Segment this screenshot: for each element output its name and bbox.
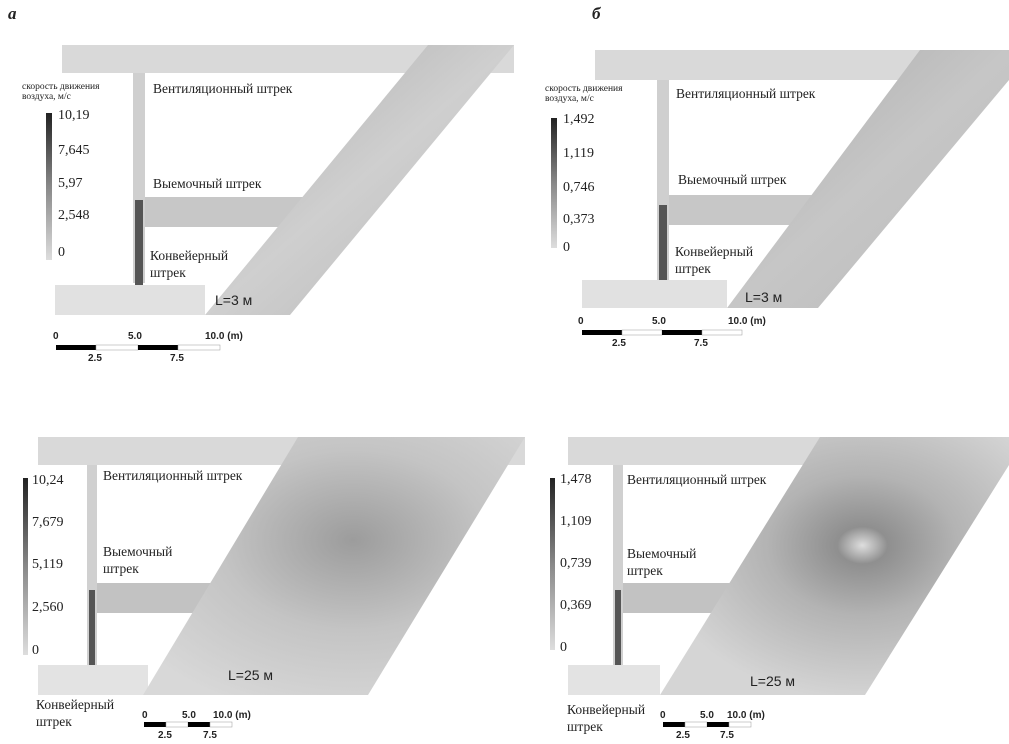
panel-b-top: скорость движения воздуха, м/с 1,492 1,1… — [0, 0, 1009, 370]
label-extraction-l2: штрек — [103, 561, 139, 576]
panel-letter-b: б — [592, 4, 601, 23]
shaft-high-velocity — [659, 205, 667, 285]
label-conveyor-l1: Конвейерный — [36, 697, 115, 712]
longwall-face — [727, 50, 1009, 308]
legend-colorbar — [46, 113, 52, 260]
length-label: L=3 м — [745, 289, 783, 305]
legend-tick-min: 0 — [563, 240, 570, 255]
scale-5: 5.0 — [182, 710, 196, 721]
legend-tick-3: 1,109 — [560, 514, 592, 529]
longwall-face — [143, 437, 525, 695]
scale-2-5: 2.5 — [158, 730, 172, 741]
legend-colorbar — [23, 478, 28, 655]
shaft-high-velocity — [89, 590, 95, 665]
legend-tick-2: 0,739 — [560, 556, 592, 571]
scale-bar — [582, 329, 743, 336]
legend-tick-2: 0,746 — [563, 180, 595, 195]
scale-0: 0 — [578, 316, 584, 327]
scale-2-5: 2.5 — [88, 353, 102, 364]
panel-a-top: скорость движения воздуха, м/с 10,19 7,6… — [0, 0, 514, 370]
legend-tick-max: 1,492 — [563, 112, 595, 127]
legend-colorbar — [550, 478, 555, 650]
legend-tick-2: 5,97 — [58, 176, 83, 191]
mine-geometry-b-top — [551, 50, 1009, 336]
label-ventilation-drift: Вентиляционный штрек — [627, 472, 767, 487]
label-conveyor-l1: Конвейерный — [150, 248, 229, 263]
scale-7-5: 7.5 — [170, 353, 184, 364]
label-extraction-l2: штрек — [627, 563, 663, 578]
scale-2-5: 2.5 — [676, 730, 690, 741]
scale-0: 0 — [660, 710, 666, 721]
scale-7-5: 7.5 — [694, 338, 708, 349]
legend-tick-min: 0 — [32, 643, 39, 658]
label-conveyor-l2: штрек — [675, 261, 711, 276]
longwall-face — [660, 437, 1009, 695]
scale-bar — [144, 721, 233, 728]
scale-10: 10.0 (m) — [205, 331, 243, 342]
legend-tick-min: 0 — [58, 245, 65, 260]
scale-10: 10.0 (m) — [213, 710, 251, 721]
length-label: L=25 м — [750, 673, 796, 689]
longwall-face — [205, 45, 514, 315]
conveyor-drift — [582, 280, 727, 308]
legend-tick-max: 1,478 — [560, 472, 592, 487]
scale-10: 10.0 (m) — [728, 316, 766, 327]
legend-title: скорость движения воздуха, м/с — [22, 82, 100, 102]
legend-tick-3: 7,645 — [58, 143, 90, 158]
scale-2-5: 2.5 — [612, 338, 626, 349]
scale-7-5: 7.5 — [203, 730, 217, 741]
panel-a-bottom: 10,24 7,679 5,119 2,560 0 Вентиляционный… — [23, 437, 525, 741]
scale-5: 5.0 — [700, 710, 714, 721]
scale-10: 10.0 (m) — [727, 710, 765, 721]
scale-0: 0 — [142, 710, 148, 721]
legend-tick-1: 0,373 — [563, 212, 595, 227]
label-conveyor-l2: штрек — [567, 719, 603, 734]
legend-tick-3: 7,679 — [32, 515, 64, 530]
label-extraction-drift: Выемочный штрек — [153, 176, 262, 191]
mine-geometry-a-top — [46, 45, 514, 351]
conveyor-drift — [55, 285, 205, 315]
scale-7-5: 7.5 — [720, 730, 734, 741]
label-conveyor-l2: штрек — [150, 265, 186, 280]
legend-tick-2: 5,119 — [32, 557, 63, 572]
scale-bar — [663, 721, 752, 728]
legend-tick-3: 1,119 — [563, 146, 594, 161]
label-extraction-drift: Выемочный штрек — [678, 172, 787, 187]
legend-tick-max: 10,19 — [58, 108, 90, 123]
vertical-shaft — [613, 465, 623, 665]
shaft-high-velocity — [135, 200, 143, 285]
length-label: L=25 м — [228, 667, 274, 683]
label-extraction-l1: Выемочный — [103, 544, 173, 559]
label-ventilation-drift: Вентиляционный штрек — [676, 86, 816, 101]
label-conveyor-l2: штрек — [36, 714, 72, 729]
mine-geometry-a-bottom — [23, 437, 525, 728]
conveyor-drift — [568, 665, 660, 695]
shaft-high-velocity — [615, 590, 621, 665]
label-ventilation-drift: Вентиляционный штрек — [153, 81, 293, 96]
scale-0: 0 — [53, 331, 59, 342]
legend-tick-1: 2,548 — [58, 208, 90, 223]
panel-letter-a: а — [8, 4, 17, 23]
label-conveyor-l1: Конвейерный — [567, 702, 646, 717]
legend-title: скорость движения воздуха, м/с — [545, 84, 623, 104]
legend-tick-min: 0 — [560, 640, 567, 655]
legend-colorbar — [551, 118, 557, 248]
vertical-shaft — [87, 465, 97, 665]
label-conveyor-l1: Конвейерный — [675, 244, 754, 259]
length-label: L=3 м — [215, 292, 253, 308]
scale-bar — [56, 344, 221, 351]
legend-tick-1: 0,369 — [560, 598, 592, 613]
scale-5: 5.0 — [128, 331, 142, 342]
legend-tick-1: 2,560 — [32, 600, 64, 615]
legend-tick-max: 10,24 — [32, 473, 64, 488]
label-ventilation-drift: Вентиляционный штрек — [103, 468, 243, 483]
conveyor-drift — [38, 665, 148, 695]
label-extraction-l1: Выемочный — [627, 546, 697, 561]
extraction-drift — [145, 197, 305, 227]
scale-5: 5.0 — [652, 316, 666, 327]
